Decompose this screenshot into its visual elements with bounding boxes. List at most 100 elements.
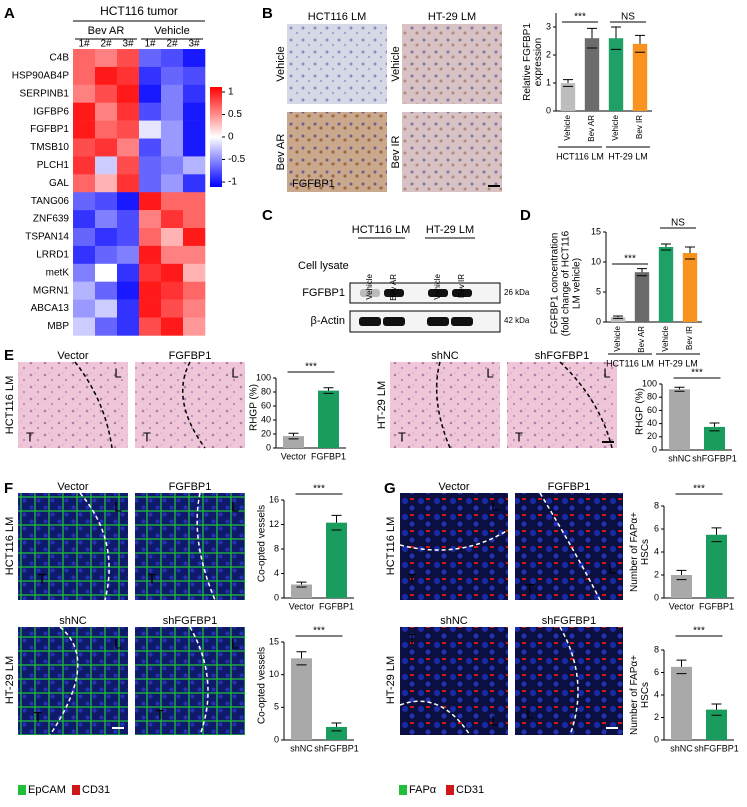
error-bar xyxy=(637,268,647,277)
heatmap-cell xyxy=(161,156,184,175)
column-label: 1# xyxy=(144,39,156,50)
image-label: shNC xyxy=(431,350,459,362)
heatmap-cell xyxy=(117,245,140,265)
x-tick-label: Bev IR xyxy=(685,326,694,350)
x-tick-label: Vehicle xyxy=(661,325,670,351)
heatmap-cell xyxy=(117,263,140,282)
image-label: L xyxy=(486,365,493,380)
image-label: T xyxy=(515,429,523,444)
image-label: Vehicle xyxy=(365,273,374,299)
y-tick-label: 0 xyxy=(546,105,551,115)
colorbar-tick-label: 0 xyxy=(228,132,234,143)
heatmap-cell xyxy=(183,138,206,157)
y-tick-label: 12 xyxy=(269,519,279,529)
row-label: C4B xyxy=(50,53,70,64)
y-axis-label: Number of FAPα+ HSCs xyxy=(629,655,651,735)
error-bar xyxy=(661,243,671,251)
blot-band xyxy=(359,317,381,326)
x-tick-label: Vehicle xyxy=(611,114,620,140)
heatmap-cell xyxy=(161,299,184,318)
heatmap-cell xyxy=(161,263,184,282)
heatmap-cell xyxy=(73,156,96,175)
image-label: T xyxy=(38,571,47,587)
blot xyxy=(349,310,501,333)
significance-label: *** xyxy=(693,484,705,495)
micrograph xyxy=(402,24,502,104)
y-tick-label: 5 xyxy=(596,286,601,296)
error-bar xyxy=(685,246,695,260)
error-bar xyxy=(711,703,722,716)
heatmap-cell xyxy=(139,156,162,175)
heatmap-cell xyxy=(161,281,184,300)
boundary-line xyxy=(196,492,216,601)
heatmap-cell xyxy=(73,120,96,139)
heatmap-cell xyxy=(183,156,206,175)
image-label: L xyxy=(231,365,238,380)
legend-swatch xyxy=(399,785,407,795)
heatmap-cell xyxy=(95,228,118,247)
heatmap-cell xyxy=(161,228,184,247)
panel-label: G xyxy=(384,480,396,497)
y-tick-label: 0 xyxy=(274,592,279,602)
boundary-line xyxy=(559,626,579,736)
y-tick-label: 1 xyxy=(546,77,551,87)
colorbar-tick-label: -0.5 xyxy=(228,154,246,165)
y-tick-label: 100 xyxy=(642,378,657,388)
boundary-line xyxy=(435,361,451,449)
y-tick-label: 2 xyxy=(654,569,659,579)
image-label: EpCAM xyxy=(28,784,66,796)
heatmap-cell xyxy=(117,281,140,300)
micrograph xyxy=(287,112,387,192)
error-bar xyxy=(288,432,299,440)
heatmap-cell xyxy=(117,192,140,211)
y-tick-label: 6 xyxy=(654,667,659,677)
column-label: 3# xyxy=(188,39,200,50)
image-label: CD31 xyxy=(456,784,484,796)
heatmap-cell xyxy=(183,174,206,193)
image-label: Bev AR xyxy=(389,274,398,301)
heatmap-cell xyxy=(161,49,184,68)
heatmap-cell xyxy=(73,245,96,265)
image-label: T xyxy=(34,709,43,725)
heatmap-cell xyxy=(161,84,184,103)
image-label: L xyxy=(114,499,122,515)
row-label: FGFBP1 xyxy=(30,124,69,135)
heatmap-cell xyxy=(139,299,162,318)
heatmap-cell xyxy=(161,138,184,157)
heatmap-cell xyxy=(73,281,96,300)
panel-label: C xyxy=(262,207,273,224)
x-tick-label: FGFBP1 xyxy=(311,451,346,461)
heatmap-cell xyxy=(161,245,184,265)
row-label: LRRD1 xyxy=(36,249,69,260)
blot-band xyxy=(451,317,473,326)
heatmap-cell xyxy=(183,102,206,121)
blot-band xyxy=(360,289,380,297)
y-tick-label: 0 xyxy=(596,316,601,326)
heatmap-cell xyxy=(117,317,140,336)
y-tick-label: 0 xyxy=(654,592,659,602)
micrograph xyxy=(135,627,245,735)
error-bar xyxy=(296,651,307,666)
heatmap-cell xyxy=(95,156,118,175)
heatmap-cell xyxy=(117,49,140,68)
x-tick-label: Vector xyxy=(669,601,695,611)
y-tick-label: 60 xyxy=(261,400,271,410)
heatmap-cell xyxy=(161,210,184,229)
bar xyxy=(706,534,727,598)
image-label: HCT116 LM xyxy=(4,517,16,575)
micrograph xyxy=(400,627,508,735)
image-label: T xyxy=(143,429,151,444)
heatmap-cell xyxy=(95,102,118,121)
image-label: L xyxy=(114,636,122,652)
significance-label: *** xyxy=(305,362,317,373)
bar xyxy=(291,658,312,740)
image-label: FAPα xyxy=(409,784,437,796)
y-tick-label: 4 xyxy=(654,546,659,556)
bar xyxy=(283,436,304,448)
group-label: Bev AR xyxy=(88,25,125,37)
x-tick-label: Vehicle xyxy=(563,114,572,140)
blot-band xyxy=(427,317,449,326)
micrograph xyxy=(18,362,128,448)
heatmap-cell xyxy=(73,138,96,157)
heatmap-cell xyxy=(183,120,206,139)
